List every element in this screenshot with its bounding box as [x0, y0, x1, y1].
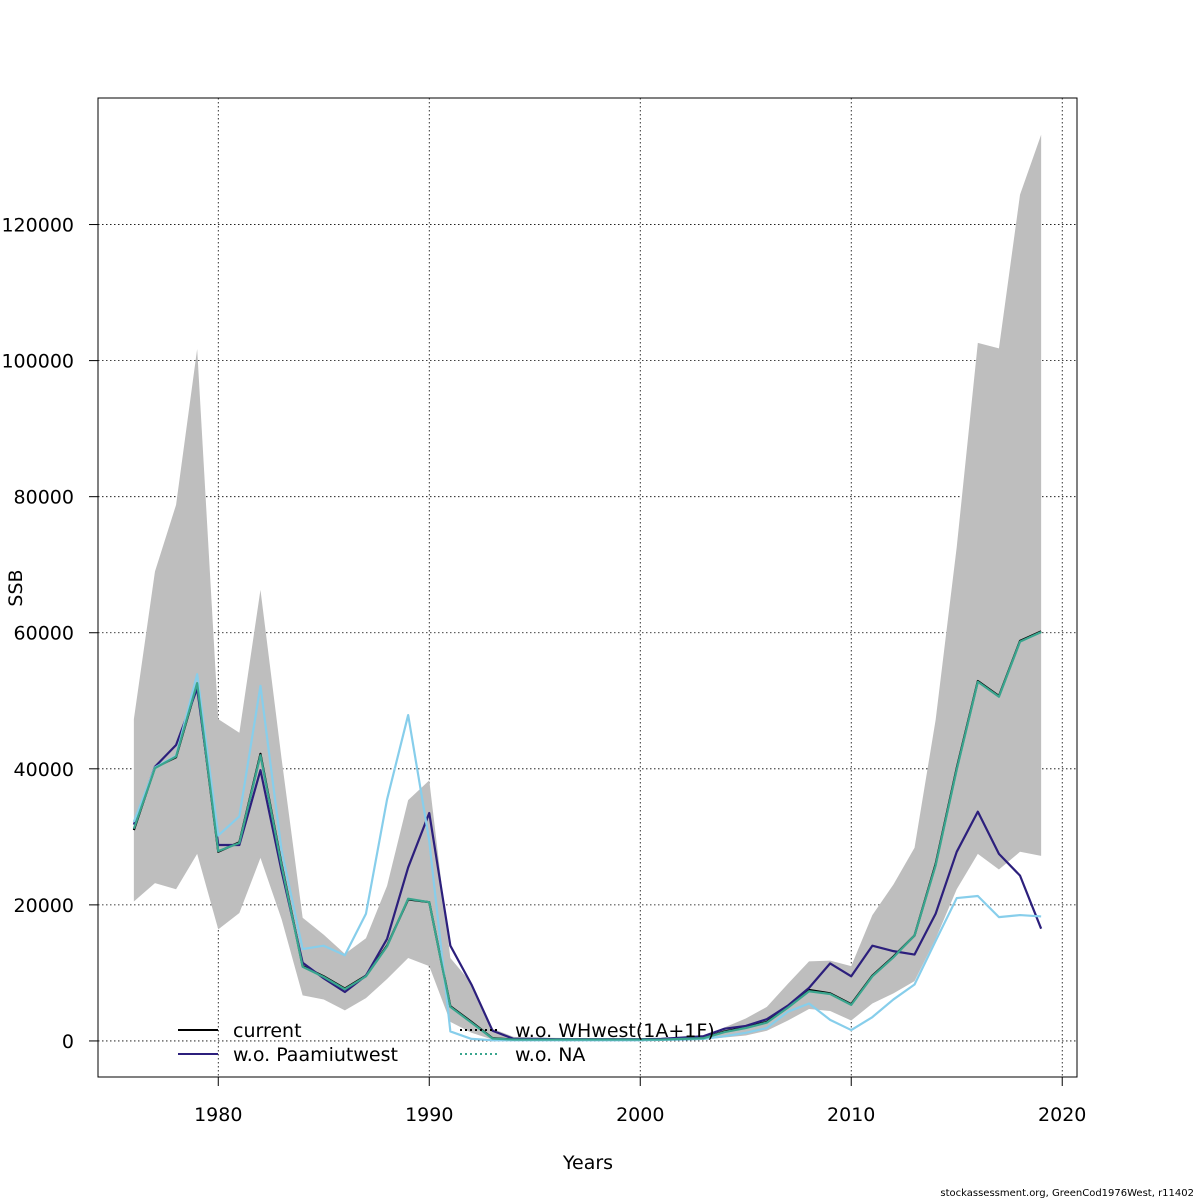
legend-label-w-o-whwest-1a-1f: w.o. WHwest(1A+1F): [515, 1020, 715, 1042]
x-tick-label: 2020: [1038, 1104, 1086, 1126]
footnote: stockassessment.org, GreenCod1976West, r…: [940, 1188, 1194, 1199]
y-tick-label: 20000: [14, 895, 74, 917]
confidence-band-group: [133, 134, 1042, 1041]
legend-label-w-o-paamiutwest: w.o. Paamiutwest: [233, 1044, 398, 1066]
x-axis-title: Years: [562, 1152, 613, 1174]
legend-label-current: current: [233, 1020, 302, 1042]
y-tick-label: 120000: [1, 215, 74, 237]
confidence-band: [133, 134, 1042, 1041]
series-lines-group: [132, 630, 1043, 1042]
legend-label-w-o-na: w.o. NA: [515, 1044, 585, 1066]
x-tick-label: 2000: [616, 1104, 664, 1126]
x-tick-label: 1990: [405, 1104, 453, 1126]
x-tick-label: 2010: [827, 1104, 875, 1126]
y-tick-label: 100000: [1, 351, 74, 373]
x-tick-label: 1980: [194, 1104, 242, 1126]
y-axis: 0 20000 40000 60000 80000 100000 120000: [1, 215, 99, 1053]
y-tick-label: 40000: [14, 759, 74, 781]
y-axis-title: SSB: [5, 569, 27, 606]
x-axis: 1980 1990 2000 2010 2020: [194, 1076, 1086, 1126]
series-line-w-o-na: [132, 631, 1042, 1041]
y-tick-label: 80000: [14, 487, 74, 509]
y-tick-label: 60000: [14, 623, 74, 645]
y-tick-label: 0: [62, 1031, 74, 1053]
legend: current w.o. WHwest(1A+1F) w.o. Paamiutwes…: [178, 1020, 715, 1066]
